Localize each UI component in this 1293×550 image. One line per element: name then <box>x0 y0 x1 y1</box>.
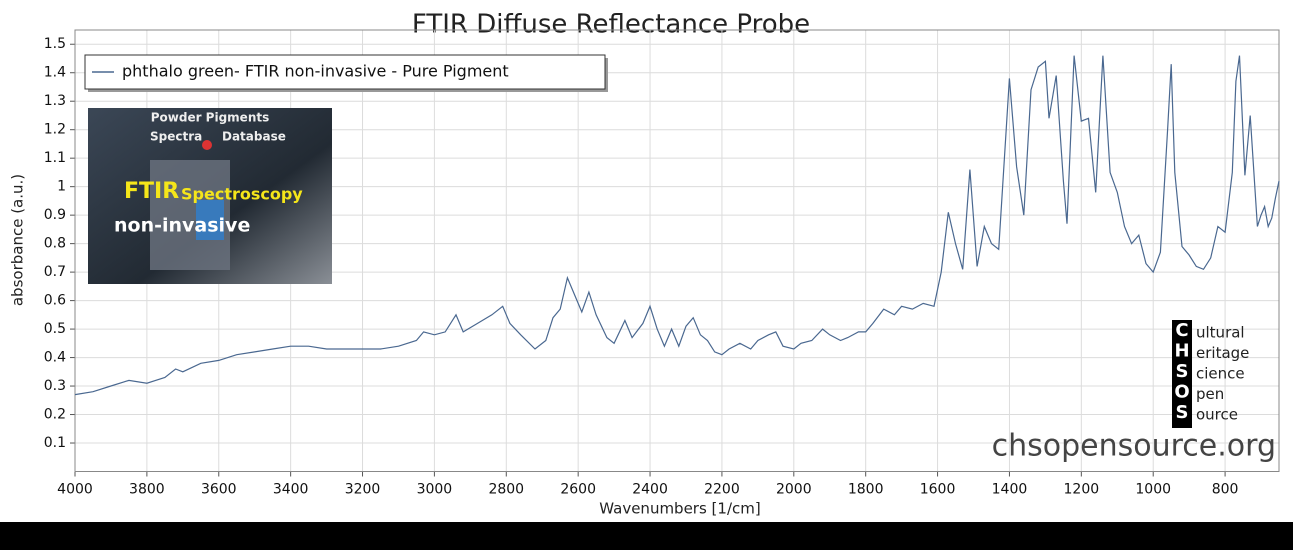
legend-label: phthalo green- FTIR non-invasive - Pure … <box>122 62 509 81</box>
y-tick-label: 0.3 <box>44 378 66 394</box>
y-tick-label: 0.1 <box>44 435 66 451</box>
logo-letter: C <box>1175 320 1188 341</box>
data-line <box>74 55 1280 396</box>
x-tick-label: 1200 <box>1064 482 1100 498</box>
logo-word: pen <box>1196 385 1224 403</box>
x-tick-label: 3600 <box>201 482 237 498</box>
inset-text: Database <box>222 130 286 144</box>
logo-word: ource <box>1196 406 1238 424</box>
y-tick-label: 0.2 <box>44 407 66 423</box>
y-tick-label: 1.5 <box>44 36 66 52</box>
y-tick-label: 1.3 <box>44 93 66 109</box>
logo-bar <box>1172 320 1192 428</box>
y-tick-label: 1.2 <box>44 122 66 138</box>
bottom-bar <box>0 522 1293 550</box>
x-tick-label: 3800 <box>129 482 165 498</box>
x-tick-label: 2200 <box>704 482 740 498</box>
y-tick-label: 1.4 <box>44 65 66 81</box>
y-tick-label: 0.7 <box>44 264 66 280</box>
x-tick-label: 2000 <box>776 482 812 498</box>
x-tick-label: 2800 <box>488 482 524 498</box>
y-tick-label: 1.1 <box>44 150 66 166</box>
x-tick-label: 3200 <box>345 482 381 498</box>
y-tick-label: 1 <box>57 179 66 195</box>
inset-text: FTIR <box>124 179 179 204</box>
y-axis-label: absorbance (a.u.) <box>9 174 27 306</box>
x-tick-label: 1000 <box>1135 482 1171 498</box>
inset-device-screen <box>196 200 224 240</box>
plot-frame <box>74 29 1280 472</box>
x-tick-label: 3400 <box>273 482 309 498</box>
logo-word: cience <box>1196 365 1245 383</box>
y-tick-label: 0.5 <box>44 321 66 337</box>
logo-word: eritage <box>1196 344 1249 362</box>
y-tick-label: 0.6 <box>44 293 66 309</box>
logo-letter: S <box>1176 402 1189 423</box>
x-tick-label: 2600 <box>560 482 596 498</box>
y-tick-label: 0.4 <box>44 350 66 366</box>
x-tick-label: 1400 <box>992 482 1028 498</box>
logo-letter: H <box>1174 341 1189 362</box>
inset-text: Spectroscopy <box>181 185 303 204</box>
x-tick-label: 3000 <box>417 482 453 498</box>
x-tick-label: 4000 <box>57 482 93 498</box>
y-tick-label: 0.8 <box>44 236 66 252</box>
x-tick-label: 2400 <box>632 482 668 498</box>
x-tick-label: 1800 <box>848 482 884 498</box>
chart-title: FTIR Diffuse Reflectance Probe <box>412 10 810 40</box>
y-tick-label: 0.9 <box>44 207 66 223</box>
x-tick-label: 1600 <box>920 482 956 498</box>
inset-text: Spectra <box>150 130 202 144</box>
inset-probe-tip <box>202 140 212 150</box>
x-axis-label: Wavenumbers [1/cm] <box>599 500 760 518</box>
logo-letter: O <box>1174 382 1189 403</box>
website: chsopensource.org <box>992 429 1276 464</box>
x-tick-label: 800 <box>1212 482 1239 498</box>
logo-letter: S <box>1176 361 1189 382</box>
inset-text: Powder Pigments <box>151 111 270 125</box>
legend-box <box>84 54 606 90</box>
logo-word: ultural <box>1196 324 1245 342</box>
inset-text: non-invasive <box>114 215 250 237</box>
